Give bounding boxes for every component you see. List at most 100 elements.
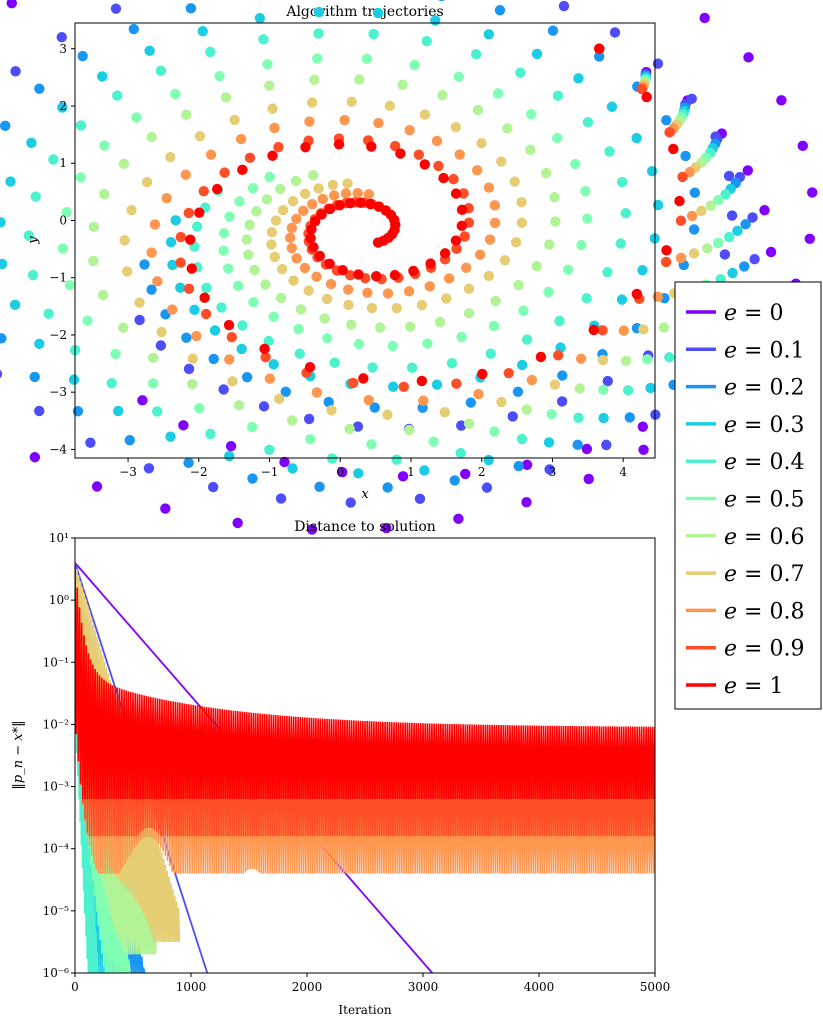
trajectory-point (572, 439, 583, 451)
trajectories-y-tick-label: 2 (59, 99, 67, 113)
trajectory-point (61, 207, 72, 218)
trajectory-point (181, 109, 192, 120)
trajectory-point (686, 210, 698, 222)
trajectory-point (618, 325, 629, 336)
trajectory-point (631, 288, 643, 300)
trajectory-point (353, 468, 364, 479)
trajectory-point (496, 396, 507, 408)
trajectory-point (342, 178, 353, 189)
distance-series-line (75, 562, 655, 800)
trajectory-point (372, 7, 384, 19)
trajectory-point (82, 315, 93, 326)
trajectory-point (557, 370, 568, 381)
trajectory-point (616, 176, 628, 188)
trajectory-point (418, 395, 429, 406)
trajectory-point (324, 203, 336, 215)
trajectory-point (143, 463, 155, 474)
trajectory-point (499, 255, 511, 266)
trajectory-point (29, 371, 40, 383)
distance-y-label: ‖p_n − x*‖ (11, 720, 26, 789)
trajectory-point (165, 151, 176, 163)
trajectory-point (99, 140, 110, 151)
trajectory-point (759, 205, 770, 216)
trajectory-point (525, 144, 536, 156)
trajectory-point (189, 304, 200, 316)
trajectory-point (160, 503, 171, 514)
trajectory-point (382, 288, 394, 299)
trajectory-point (521, 334, 533, 345)
trajectory-point (680, 150, 691, 162)
trajectory-point (454, 149, 465, 160)
trajectory-point (247, 473, 258, 484)
trajectory-point (149, 219, 161, 230)
trajectory-point (574, 383, 585, 394)
trajectory-point (513, 279, 524, 291)
trajectory-point (112, 90, 123, 101)
trajectory-point (23, 230, 34, 241)
trajectory-point (438, 172, 449, 184)
trajectory-point (675, 252, 687, 264)
trajectory-point (317, 193, 328, 205)
legend-box (674, 281, 822, 710)
trajectory-point (686, 93, 697, 105)
trajectory-point (183, 283, 195, 294)
trajectory-point (503, 367, 514, 379)
distance-x-tick-label: 2000 (292, 980, 323, 994)
trajectory-point (742, 165, 754, 176)
trajectory-point (183, 457, 194, 469)
trajectory-point (409, 59, 420, 71)
trajectories-title: Algorithm trajectories (285, 4, 443, 20)
trajectory-point (470, 49, 482, 60)
trajectory-point (298, 205, 309, 217)
trajectory-point (543, 437, 555, 448)
trajectory-point (334, 199, 345, 211)
trajectory-point (372, 237, 384, 248)
trajectory-point (287, 463, 298, 474)
trajectory-point (224, 211, 235, 222)
trajectory-point (638, 444, 649, 455)
trajectory-point (273, 141, 284, 153)
trajectories-x-tick-label: 1 (407, 465, 415, 479)
trajectories-y-label: y (26, 236, 41, 245)
trajectory-point (64, 279, 76, 291)
trajectory-point (56, 31, 67, 43)
trajectory-point (134, 314, 145, 326)
trajectory-point (264, 373, 276, 384)
trajectory-point (293, 323, 304, 335)
trajectory-point (688, 224, 700, 235)
trajectory-point (453, 513, 464, 524)
trajectory-point (474, 249, 486, 260)
trajectory-point (194, 207, 205, 218)
trajectory-series (185, 43, 685, 387)
trajectory-point (358, 373, 369, 384)
trajectory-point (148, 352, 159, 364)
trajectory-point (258, 34, 269, 45)
trajectory-point (727, 267, 738, 279)
trajectory-point (421, 35, 432, 47)
trajectory-series (119, 43, 707, 421)
trajectory-point (9, 299, 21, 311)
trajectory-point (439, 248, 451, 259)
trajectory-point (121, 266, 133, 277)
trajectories-y-tick-label: −3 (49, 385, 67, 399)
trajectory-point (664, 127, 675, 138)
distance-y-tick-label: 10⁻² (43, 717, 70, 731)
trajectory-point (313, 6, 325, 18)
trajectory-point (312, 53, 323, 64)
trajectory-point (191, 330, 202, 342)
trajectory-point (652, 291, 663, 302)
trajectory-point (483, 29, 495, 40)
trajectory-point (218, 384, 229, 395)
trajectory-point (583, 473, 594, 485)
trajectory-point (68, 374, 80, 385)
trajectory-point (194, 131, 206, 142)
trajectory-point (131, 112, 142, 123)
trajectory-point (27, 269, 39, 281)
trajectory-point (187, 378, 198, 390)
trajectories-frame (74, 22, 656, 459)
trajectory-point (489, 217, 501, 229)
trajectory-point (387, 340, 398, 352)
trajectories-x-tick-label: −1 (261, 465, 279, 479)
trajectory-point (235, 133, 247, 145)
trajectory-point (641, 91, 652, 103)
